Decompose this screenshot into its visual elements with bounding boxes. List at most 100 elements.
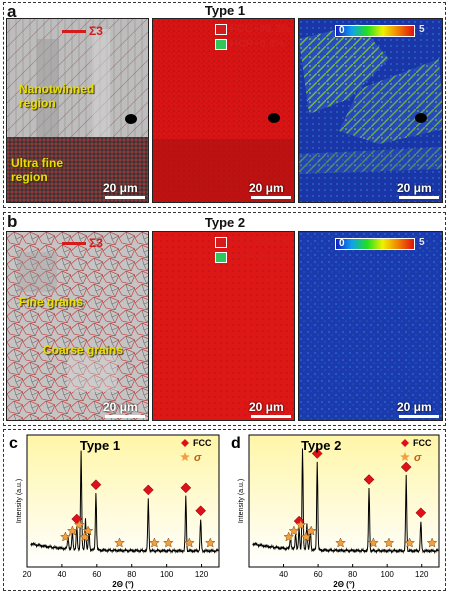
fcc-swatch: [215, 237, 227, 248]
scale-bar-label: 20 μm: [103, 181, 138, 195]
scale-bar-label: 20 μm: [103, 400, 138, 414]
scale-bar: [251, 415, 291, 418]
colorbar-min-label: 0: [339, 25, 345, 36]
xrd-pattern-line: [252, 448, 439, 555]
sigma-peak-marker: [367, 537, 379, 548]
scale-bar: [399, 415, 439, 418]
x-tick-label: 20: [23, 570, 32, 579]
y-axis-label: Intensity (a.u.): [16, 479, 23, 523]
x-tick-label: 120: [415, 570, 429, 579]
sigma3-legend-line: [62, 242, 86, 245]
sigma-peak-marker: [295, 519, 307, 530]
sigma-peak-marker: [283, 531, 295, 542]
legend-fcc-marker: [401, 439, 409, 447]
fcc-peak-marker: [400, 461, 412, 473]
hcp-fraction: HCP~0.8%: [230, 38, 285, 50]
colorbar-max-label: 5: [419, 24, 425, 35]
sigma3-legend-text: Σ3: [89, 236, 103, 250]
sigma-peak-marker: [66, 525, 78, 536]
fcc-peak-marker: [195, 505, 207, 517]
coarse-grains-label: Coarse grains: [43, 343, 124, 357]
fcc-peak-marker: [415, 507, 427, 519]
chart-title: Type 1: [80, 438, 120, 453]
legend-fcc-text: FCC: [413, 438, 432, 448]
x-tick-label: 60: [92, 570, 101, 579]
sigma-peak-marker: [183, 537, 195, 548]
colorbar-max-label: 5: [419, 237, 425, 248]
boundary-map-texture: [7, 19, 148, 202]
panel-a-label: a: [7, 2, 17, 21]
x-tick-label: 80: [127, 570, 136, 579]
panel-b-phase-map: FCC~99.8% HCP~0.2% 20 μm: [152, 231, 295, 421]
sigma-peak-marker: [300, 531, 312, 542]
panel-b-frame: [3, 212, 446, 426]
xrd-chart-d: 40 60 80 100 120 2Θ (°) Intensity (a.u.) d Type …: [231, 434, 440, 589]
panel-b-title: Type 2: [204, 215, 246, 230]
x-tick-label: 100: [381, 570, 395, 579]
panel-a-kam-map: 0 5 20 μm: [298, 18, 443, 203]
y-axis-label: Intensity (a.u.): [238, 479, 245, 523]
phase-map-texture: [153, 232, 294, 420]
sigma-peak-marker: [114, 537, 125, 548]
legend-fcc-text: FCC: [193, 438, 212, 448]
colorbar-min-label: 0: [339, 238, 345, 249]
sigma-peak-marker: [59, 531, 71, 542]
x-tick-label: 80: [348, 570, 357, 579]
panel-b-kam-map: 0 5 20 μm: [298, 231, 443, 421]
legend-sigma-marker: [180, 452, 190, 461]
legend-sigma-text: σ: [194, 452, 202, 464]
kam-map-texture: [299, 19, 442, 202]
legend-sigma-marker: [400, 452, 410, 461]
fcc-peak-marker: [142, 484, 154, 496]
sigma-peak-marker: [149, 537, 160, 548]
kam-colorbar: [335, 25, 415, 37]
hcp-swatch: [215, 39, 227, 50]
sigma-peak-marker: [73, 519, 85, 530]
chart-title: Type 2: [301, 438, 341, 453]
fcc-peak-marker: [90, 479, 102, 491]
sigma-peak-marker: [79, 531, 91, 542]
boundary-map-texture: [7, 232, 148, 420]
panel-a-frame: [3, 2, 446, 208]
x-tick-label: 120: [195, 570, 209, 579]
x-tick-label: 100: [160, 570, 174, 579]
scale-bar-label: 20 μm: [249, 181, 284, 195]
sigma-peak-marker: [162, 537, 174, 548]
sigma-peak-marker: [383, 537, 395, 548]
x-axis-label: 2Θ (°): [333, 580, 355, 589]
fcc-fraction: FCC~99.8%: [230, 236, 291, 248]
kam-colorbar: [335, 238, 415, 250]
sigma3-legend-line: [62, 30, 86, 33]
nanotwinned-region-label: Nanotwinned region: [19, 82, 95, 110]
x-tick-label: 40: [57, 570, 66, 579]
panel-label: c: [9, 435, 18, 452]
scale-bar-label: 20 μm: [397, 181, 432, 195]
x-tick-label: 60: [314, 570, 323, 579]
xrd-pattern-line: [30, 450, 219, 555]
sigma3-legend-text: Σ3: [89, 24, 103, 38]
sigma-peak-marker: [204, 537, 216, 548]
sigma-peak-marker: [288, 525, 300, 536]
scale-bar: [105, 196, 145, 199]
sigma-peak-marker: [404, 537, 416, 548]
fcc-fraction: FCC~99.2%: [230, 23, 291, 35]
fcc-peak-marker: [311, 448, 323, 459]
xrd-chart-c: 20 40 60 80 100 120 2Θ (°) Intensity (a.u.) c Typ…: [9, 434, 220, 589]
panel-a-phase-map: FCC~99.2% HCP~0.8% 20 μm: [152, 18, 295, 203]
x-tick-label: 40: [279, 570, 288, 579]
legend-sigma-text: σ: [414, 452, 422, 464]
legend-fcc-marker: [181, 439, 189, 447]
ultrafine-region-label: Ultra fine region: [11, 156, 64, 184]
x-axis-label: 2Θ (°): [112, 580, 134, 589]
scale-bar: [105, 415, 145, 418]
sigma-peak-marker: [305, 525, 317, 536]
scale-bar: [399, 196, 439, 199]
hcp-fraction: HCP~0.2%: [230, 251, 285, 263]
sigma-peak-marker: [426, 537, 438, 548]
sigma-peak-marker: [335, 537, 346, 548]
sigma-peak-marker: [82, 525, 94, 536]
panel-a-boundary-map: Σ3 Nanotwinned region Ultra fine region …: [6, 18, 149, 203]
hcp-swatch: [215, 252, 227, 263]
kam-map-texture: [299, 232, 442, 420]
scale-bar: [251, 196, 291, 199]
